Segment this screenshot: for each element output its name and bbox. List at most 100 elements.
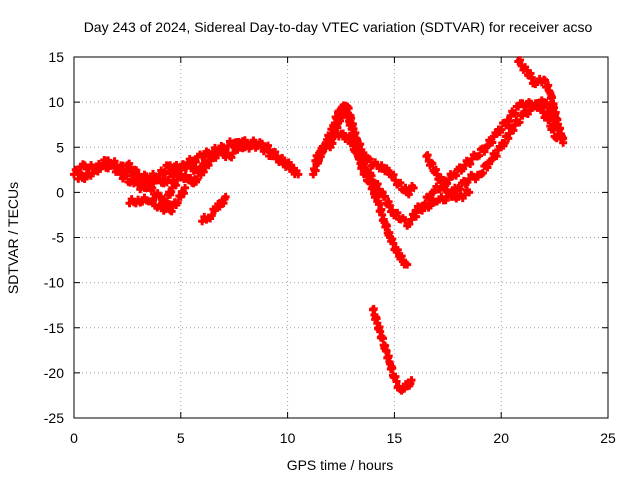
data-point bbox=[468, 154, 477, 163]
data-point bbox=[369, 304, 378, 313]
data-point bbox=[193, 152, 202, 161]
data-point bbox=[378, 210, 387, 219]
data-point bbox=[444, 175, 453, 184]
data-point bbox=[88, 169, 97, 178]
data-point bbox=[384, 166, 393, 175]
data-point bbox=[176, 170, 185, 179]
data-point bbox=[209, 151, 218, 160]
data-point bbox=[279, 156, 288, 165]
data-point bbox=[436, 173, 445, 182]
data-point bbox=[210, 143, 219, 152]
data-point bbox=[84, 164, 93, 173]
data-point bbox=[173, 175, 182, 184]
data-point bbox=[191, 157, 200, 166]
data-point bbox=[398, 214, 407, 223]
data-point bbox=[437, 192, 446, 201]
data-point bbox=[377, 205, 386, 214]
data-point bbox=[419, 202, 428, 211]
data-point bbox=[461, 180, 470, 189]
data-point bbox=[380, 192, 389, 201]
x-tick-label: 20 bbox=[493, 430, 509, 446]
data-point bbox=[372, 192, 381, 201]
data-point bbox=[228, 149, 237, 158]
data-point bbox=[545, 115, 554, 124]
data-point bbox=[554, 120, 563, 129]
data-point bbox=[134, 195, 143, 204]
data-point bbox=[400, 384, 409, 393]
data-point bbox=[236, 138, 245, 147]
data-point bbox=[502, 121, 511, 130]
y-axis-label: SDTVAR / TECUs bbox=[5, 182, 21, 294]
data-point bbox=[104, 164, 113, 173]
series-track-h bbox=[326, 102, 418, 199]
data-point bbox=[424, 193, 433, 202]
data-point bbox=[433, 197, 442, 206]
data-point bbox=[466, 159, 475, 168]
data-point bbox=[425, 195, 434, 204]
data-point bbox=[127, 175, 136, 184]
data-point bbox=[494, 145, 503, 154]
data-point bbox=[311, 166, 320, 175]
data-point bbox=[452, 194, 461, 203]
data-point bbox=[480, 147, 489, 156]
data-point bbox=[268, 152, 277, 161]
data-point bbox=[331, 129, 340, 138]
data-point bbox=[550, 103, 559, 112]
data-point bbox=[200, 152, 209, 161]
data-point bbox=[547, 106, 556, 115]
data-point bbox=[344, 104, 353, 113]
data-points bbox=[70, 56, 568, 395]
data-point bbox=[376, 327, 385, 336]
data-point bbox=[401, 183, 410, 192]
data-point bbox=[172, 160, 181, 169]
data-point bbox=[138, 173, 147, 182]
data-point bbox=[518, 111, 527, 120]
data-point bbox=[219, 143, 228, 152]
data-point bbox=[405, 219, 414, 228]
data-point bbox=[469, 150, 478, 159]
data-point bbox=[200, 212, 209, 221]
data-point bbox=[71, 165, 80, 174]
data-point bbox=[399, 186, 408, 195]
data-point bbox=[369, 161, 378, 170]
data-point bbox=[162, 178, 171, 187]
data-point bbox=[167, 169, 176, 178]
data-point bbox=[171, 181, 180, 190]
data-point bbox=[348, 138, 357, 147]
y-tick-label: 15 bbox=[48, 49, 64, 65]
data-point bbox=[199, 167, 208, 176]
data-point bbox=[489, 149, 498, 158]
data-point bbox=[381, 341, 390, 350]
data-point bbox=[362, 156, 371, 165]
data-point bbox=[311, 156, 320, 165]
data-point bbox=[249, 139, 258, 148]
data-point bbox=[504, 134, 513, 143]
data-point bbox=[183, 161, 192, 170]
data-point bbox=[113, 167, 122, 176]
data-point bbox=[483, 141, 492, 150]
data-point bbox=[451, 171, 460, 180]
data-point bbox=[118, 174, 127, 183]
data-point bbox=[168, 165, 177, 174]
data-point bbox=[201, 162, 210, 171]
data-point bbox=[261, 143, 270, 152]
y-tick-label: -10 bbox=[44, 275, 64, 291]
data-point bbox=[456, 190, 465, 199]
data-point bbox=[277, 154, 286, 163]
data-point bbox=[180, 189, 189, 198]
data-point bbox=[482, 143, 491, 152]
data-point bbox=[367, 171, 376, 180]
data-point bbox=[522, 99, 531, 108]
data-point bbox=[92, 164, 101, 173]
data-point bbox=[157, 201, 166, 210]
data-point bbox=[396, 178, 405, 187]
data-point bbox=[356, 140, 365, 149]
data-point bbox=[186, 173, 195, 182]
data-point bbox=[128, 168, 137, 177]
x-tick-label: 15 bbox=[387, 430, 403, 446]
y-tick-label: -5 bbox=[52, 230, 65, 246]
data-point bbox=[373, 180, 382, 189]
data-point bbox=[318, 147, 327, 156]
data-point bbox=[388, 364, 397, 373]
